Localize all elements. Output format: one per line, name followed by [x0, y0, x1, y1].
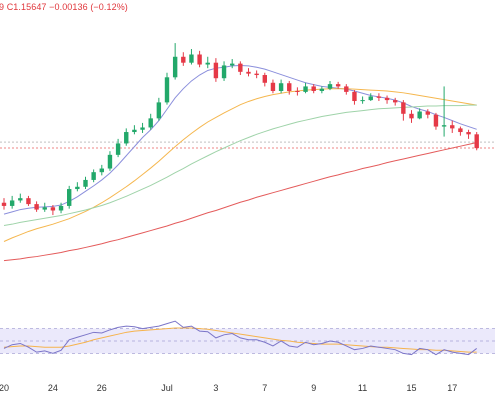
- candle-body: [401, 102, 406, 114]
- candle-body: [287, 83, 292, 91]
- candle-body: [205, 62, 210, 65]
- candle-body: [230, 63, 235, 66]
- candle-body: [441, 125, 447, 127]
- moving-average-long-line: [3, 142, 477, 262]
- x-axis: 20 24 26 Jul 3 7 9 11 15 17: [0, 383, 457, 393]
- x-tick-label: 9: [311, 383, 316, 393]
- candle-body: [409, 113, 414, 119]
- candle-body: [474, 134, 479, 149]
- moving-average-fast-line: [3, 64, 477, 215]
- candle-body: [458, 128, 463, 133]
- candle-body: [172, 56, 178, 78]
- candle-body: [132, 129, 137, 133]
- x-tick-label: 3: [213, 383, 218, 393]
- candle-body: [254, 73, 259, 76]
- candle-body: [270, 82, 276, 91]
- x-tick-label: Jul: [161, 383, 173, 393]
- candle-body: [327, 84, 333, 89]
- candle-body: [466, 132, 471, 135]
- moving-averages-layer: [3, 64, 477, 262]
- candle-body: [433, 114, 439, 127]
- x-tick-label: 17: [447, 383, 457, 393]
- candle-body: [189, 54, 194, 63]
- candle-body: [1, 202, 7, 206]
- candle-body: [295, 90, 300, 92]
- candle-body: [246, 71, 251, 74]
- rsi-lines-layer: [3, 320, 478, 356]
- candle-body: [417, 111, 422, 119]
- candle-body: [450, 125, 455, 129]
- candle-body: [303, 86, 308, 92]
- candle-body: [164, 77, 170, 103]
- candle-body: [319, 88, 325, 91]
- candle-body: [393, 100, 398, 103]
- reference-lines-layer: [0, 141, 495, 149]
- candle-body: [156, 102, 162, 119]
- candle-body: [238, 63, 243, 72]
- x-tick-label: 7: [262, 383, 267, 393]
- x-tick-label: 24: [48, 383, 58, 393]
- x-tick-label: 26: [97, 383, 107, 393]
- candle-body: [425, 111, 430, 115]
- rsi-signal-line: [3, 327, 477, 353]
- ohlc-legend: 9 C1.15647 −0.00136 (−0.12%): [0, 2, 128, 12]
- candle-body: [148, 118, 153, 128]
- candle-body: [360, 100, 365, 102]
- candle-body: [335, 84, 341, 87]
- x-tick-label: 15: [406, 383, 416, 393]
- candle-body: [18, 198, 23, 201]
- moving-average-slow-line: [3, 104, 477, 227]
- candle-body: [352, 91, 357, 102]
- candle-body: [262, 75, 267, 83]
- candle-body: [83, 179, 88, 187]
- x-tick-label: 11: [358, 383, 367, 393]
- candle-body: [91, 172, 96, 180]
- candle-body: [75, 186, 80, 190]
- candle-body: [67, 189, 72, 206]
- candle-body: [344, 86, 349, 92]
- candle-body: [58, 205, 64, 211]
- candle-body: [50, 207, 56, 211]
- candle-body: [99, 168, 104, 173]
- candle-body: [384, 97, 390, 101]
- candle-body: [368, 96, 373, 101]
- rsi-line: [3, 320, 478, 356]
- candle-body: [26, 198, 31, 205]
- candle-body: [311, 86, 316, 91]
- candle-body: [140, 127, 145, 130]
- candlesticks-layer: [1, 43, 479, 216]
- x-tick-label: 20: [0, 383, 9, 393]
- candle-body: [115, 143, 121, 155]
- candle-body: [376, 96, 382, 98]
- candle-body: [9, 200, 15, 206]
- candle-body: [107, 154, 113, 169]
- candle-body: [278, 83, 284, 91]
- moving-average-mid-line: [3, 88, 477, 242]
- candle-body: [221, 65, 227, 79]
- rsi-band-layer: [0, 328, 495, 354]
- candle-body: [181, 56, 186, 63]
- candle-body: [197, 54, 202, 65]
- candle-body: [42, 207, 47, 210]
- candle-body: [213, 62, 219, 79]
- candle-body: [124, 132, 129, 144]
- candle-body: [34, 204, 39, 210]
